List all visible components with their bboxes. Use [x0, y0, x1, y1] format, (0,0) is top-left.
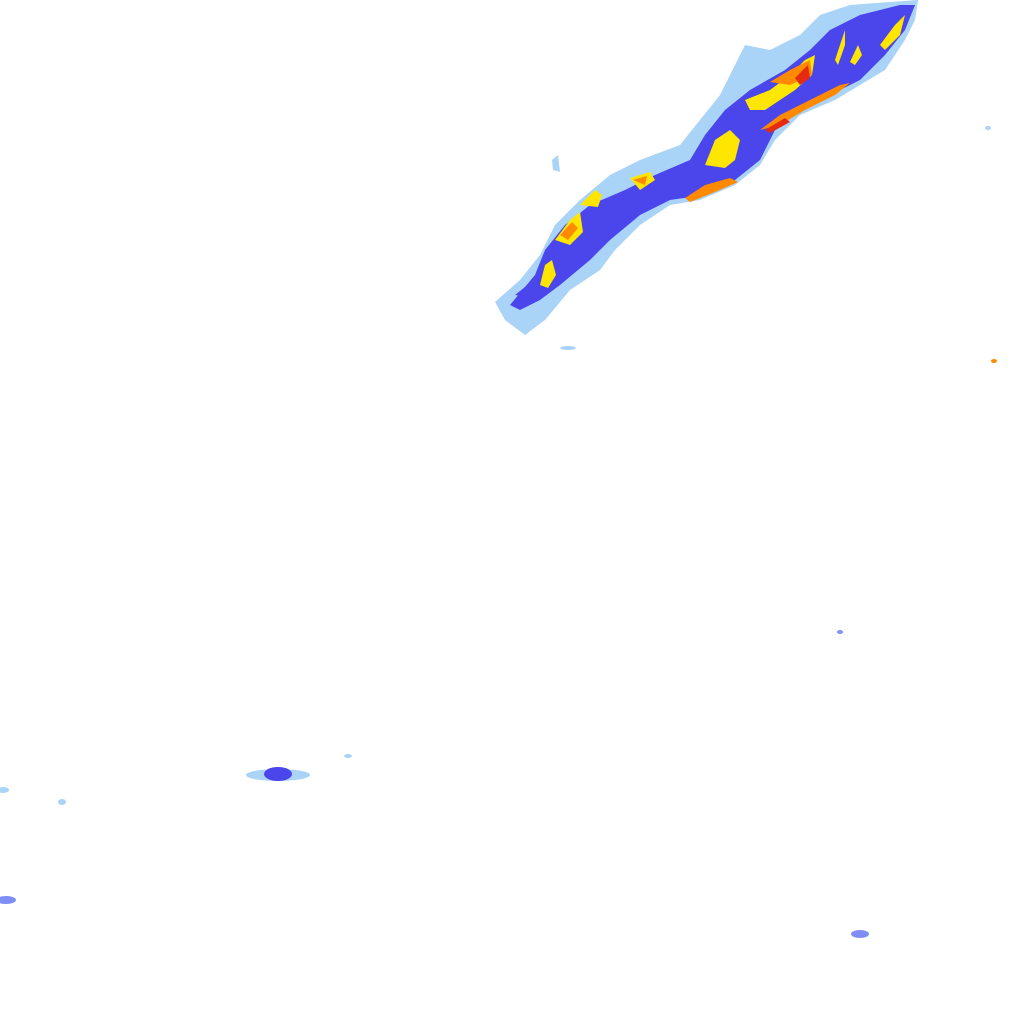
scattered-precip — [0, 126, 997, 938]
light-precip-cell — [552, 155, 560, 172]
moderate-precip-cell — [837, 630, 843, 634]
intense-precip-cell — [765, 118, 790, 133]
very-heavy-precip-cell — [633, 176, 647, 185]
precipitation-band-northeast — [495, 0, 918, 335]
moderate-precip-cell — [515, 287, 528, 297]
light-precip-cell — [985, 126, 991, 130]
moderate-precip-cell — [851, 930, 869, 938]
very-heavy-precip-cell — [760, 83, 850, 130]
very-heavy-precip-cell — [685, 178, 738, 202]
moderate-precip-cell — [264, 767, 292, 781]
light-precip-cell — [0, 787, 9, 793]
heavy-precip-cell — [850, 45, 862, 65]
light-precip-cell — [344, 754, 352, 758]
moderate-precip-cell — [0, 896, 16, 904]
heavy-precip-cell — [835, 30, 845, 65]
very-heavy-precip-cell — [991, 359, 997, 363]
light-precip-cell — [58, 799, 66, 805]
heavy-precip-cell — [705, 130, 740, 168]
heavy-precip-cell — [540, 260, 556, 288]
heavy-precip-cell — [880, 15, 905, 50]
very-heavy-precip-cell — [560, 222, 578, 240]
light-precip-cell — [560, 346, 576, 350]
intense-precip-cell — [795, 65, 810, 85]
heavy-precip-cell — [580, 190, 602, 207]
